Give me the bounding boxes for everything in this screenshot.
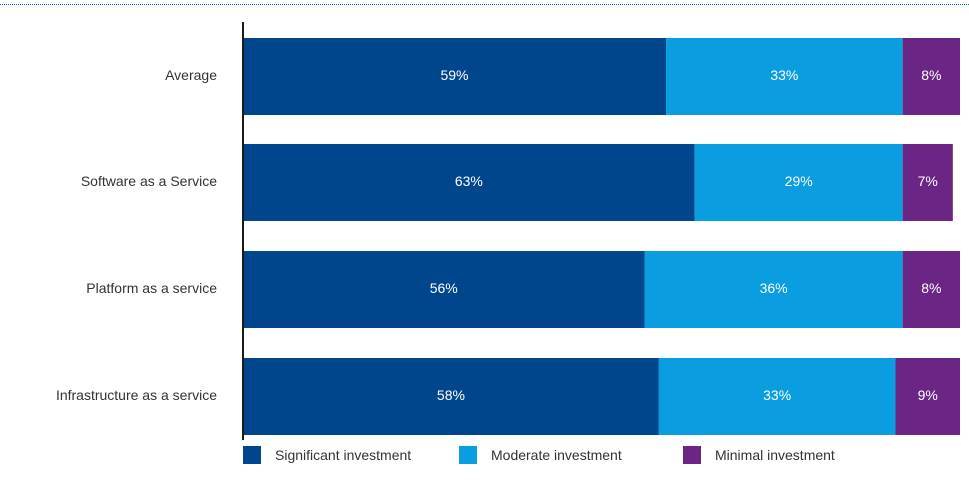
value-label-software-as-a-service-moderate: 29%	[785, 173, 813, 189]
value-label-infrastructure-as-a-service-moderate: 33%	[763, 387, 791, 403]
legend: Significant investment Moderate investme…	[243, 445, 963, 465]
legend-item-significant: Significant investment	[243, 445, 411, 465]
value-label-software-as-a-service-significant: 63%	[455, 173, 483, 189]
legend-item-moderate: Moderate investment	[459, 445, 622, 465]
legend-label-moderate: Moderate investment	[491, 447, 622, 463]
legend-label-minimal: Minimal investment	[715, 447, 835, 463]
top-dotted-rule	[0, 4, 969, 5]
bar-infrastructure-as-a-service-significant	[243, 358, 659, 435]
bar-average-moderate	[666, 38, 903, 115]
bar-software-as-a-service-moderate	[694, 144, 903, 221]
stacked-bar-chart: Average 59% 33% 8% Software as a Service 63% 2…	[56, 22, 960, 440]
category-label-infrastructure-as-a-service: Infrastructure as a service	[56, 387, 217, 403]
value-label-platform-as-a-service-minimal: 8%	[921, 280, 941, 296]
bar-infrastructure-as-a-service-minimal	[895, 358, 960, 435]
category-label-software-as-a-service: Software as a Service	[81, 173, 217, 189]
bar-platform-as-a-service-significant	[243, 251, 645, 328]
legend-swatch-significant	[243, 446, 261, 464]
value-label-average-moderate: 33%	[770, 67, 798, 83]
bar-software-as-a-service-significant	[243, 144, 695, 221]
bar-average-minimal	[902, 38, 960, 115]
legend-swatch-minimal	[683, 446, 701, 464]
value-label-average-minimal: 8%	[921, 67, 941, 83]
bar-platform-as-a-service-moderate	[644, 251, 903, 328]
value-label-infrastructure-as-a-service-minimal: 9%	[918, 387, 938, 403]
legend-label-significant: Significant investment	[275, 447, 412, 463]
value-label-software-as-a-service-minimal: 7%	[918, 173, 938, 189]
value-label-infrastructure-as-a-service-significant: 58%	[437, 387, 465, 403]
value-label-average-significant: 59%	[440, 67, 468, 83]
bar-infrastructure-as-a-service-moderate	[658, 358, 896, 435]
bar-platform-as-a-service-minimal	[902, 251, 960, 328]
category-label-platform-as-a-service: Platform as a service	[86, 280, 217, 296]
bar-average-significant	[243, 38, 667, 115]
category-label-average: Average	[165, 67, 217, 83]
value-label-platform-as-a-service-moderate: 36%	[760, 280, 788, 296]
legend-item-minimal: Minimal investment	[683, 445, 835, 465]
legend-swatch-moderate	[459, 446, 477, 464]
value-label-platform-as-a-service-significant: 56%	[430, 280, 458, 296]
bar-software-as-a-service-minimal	[902, 144, 953, 221]
